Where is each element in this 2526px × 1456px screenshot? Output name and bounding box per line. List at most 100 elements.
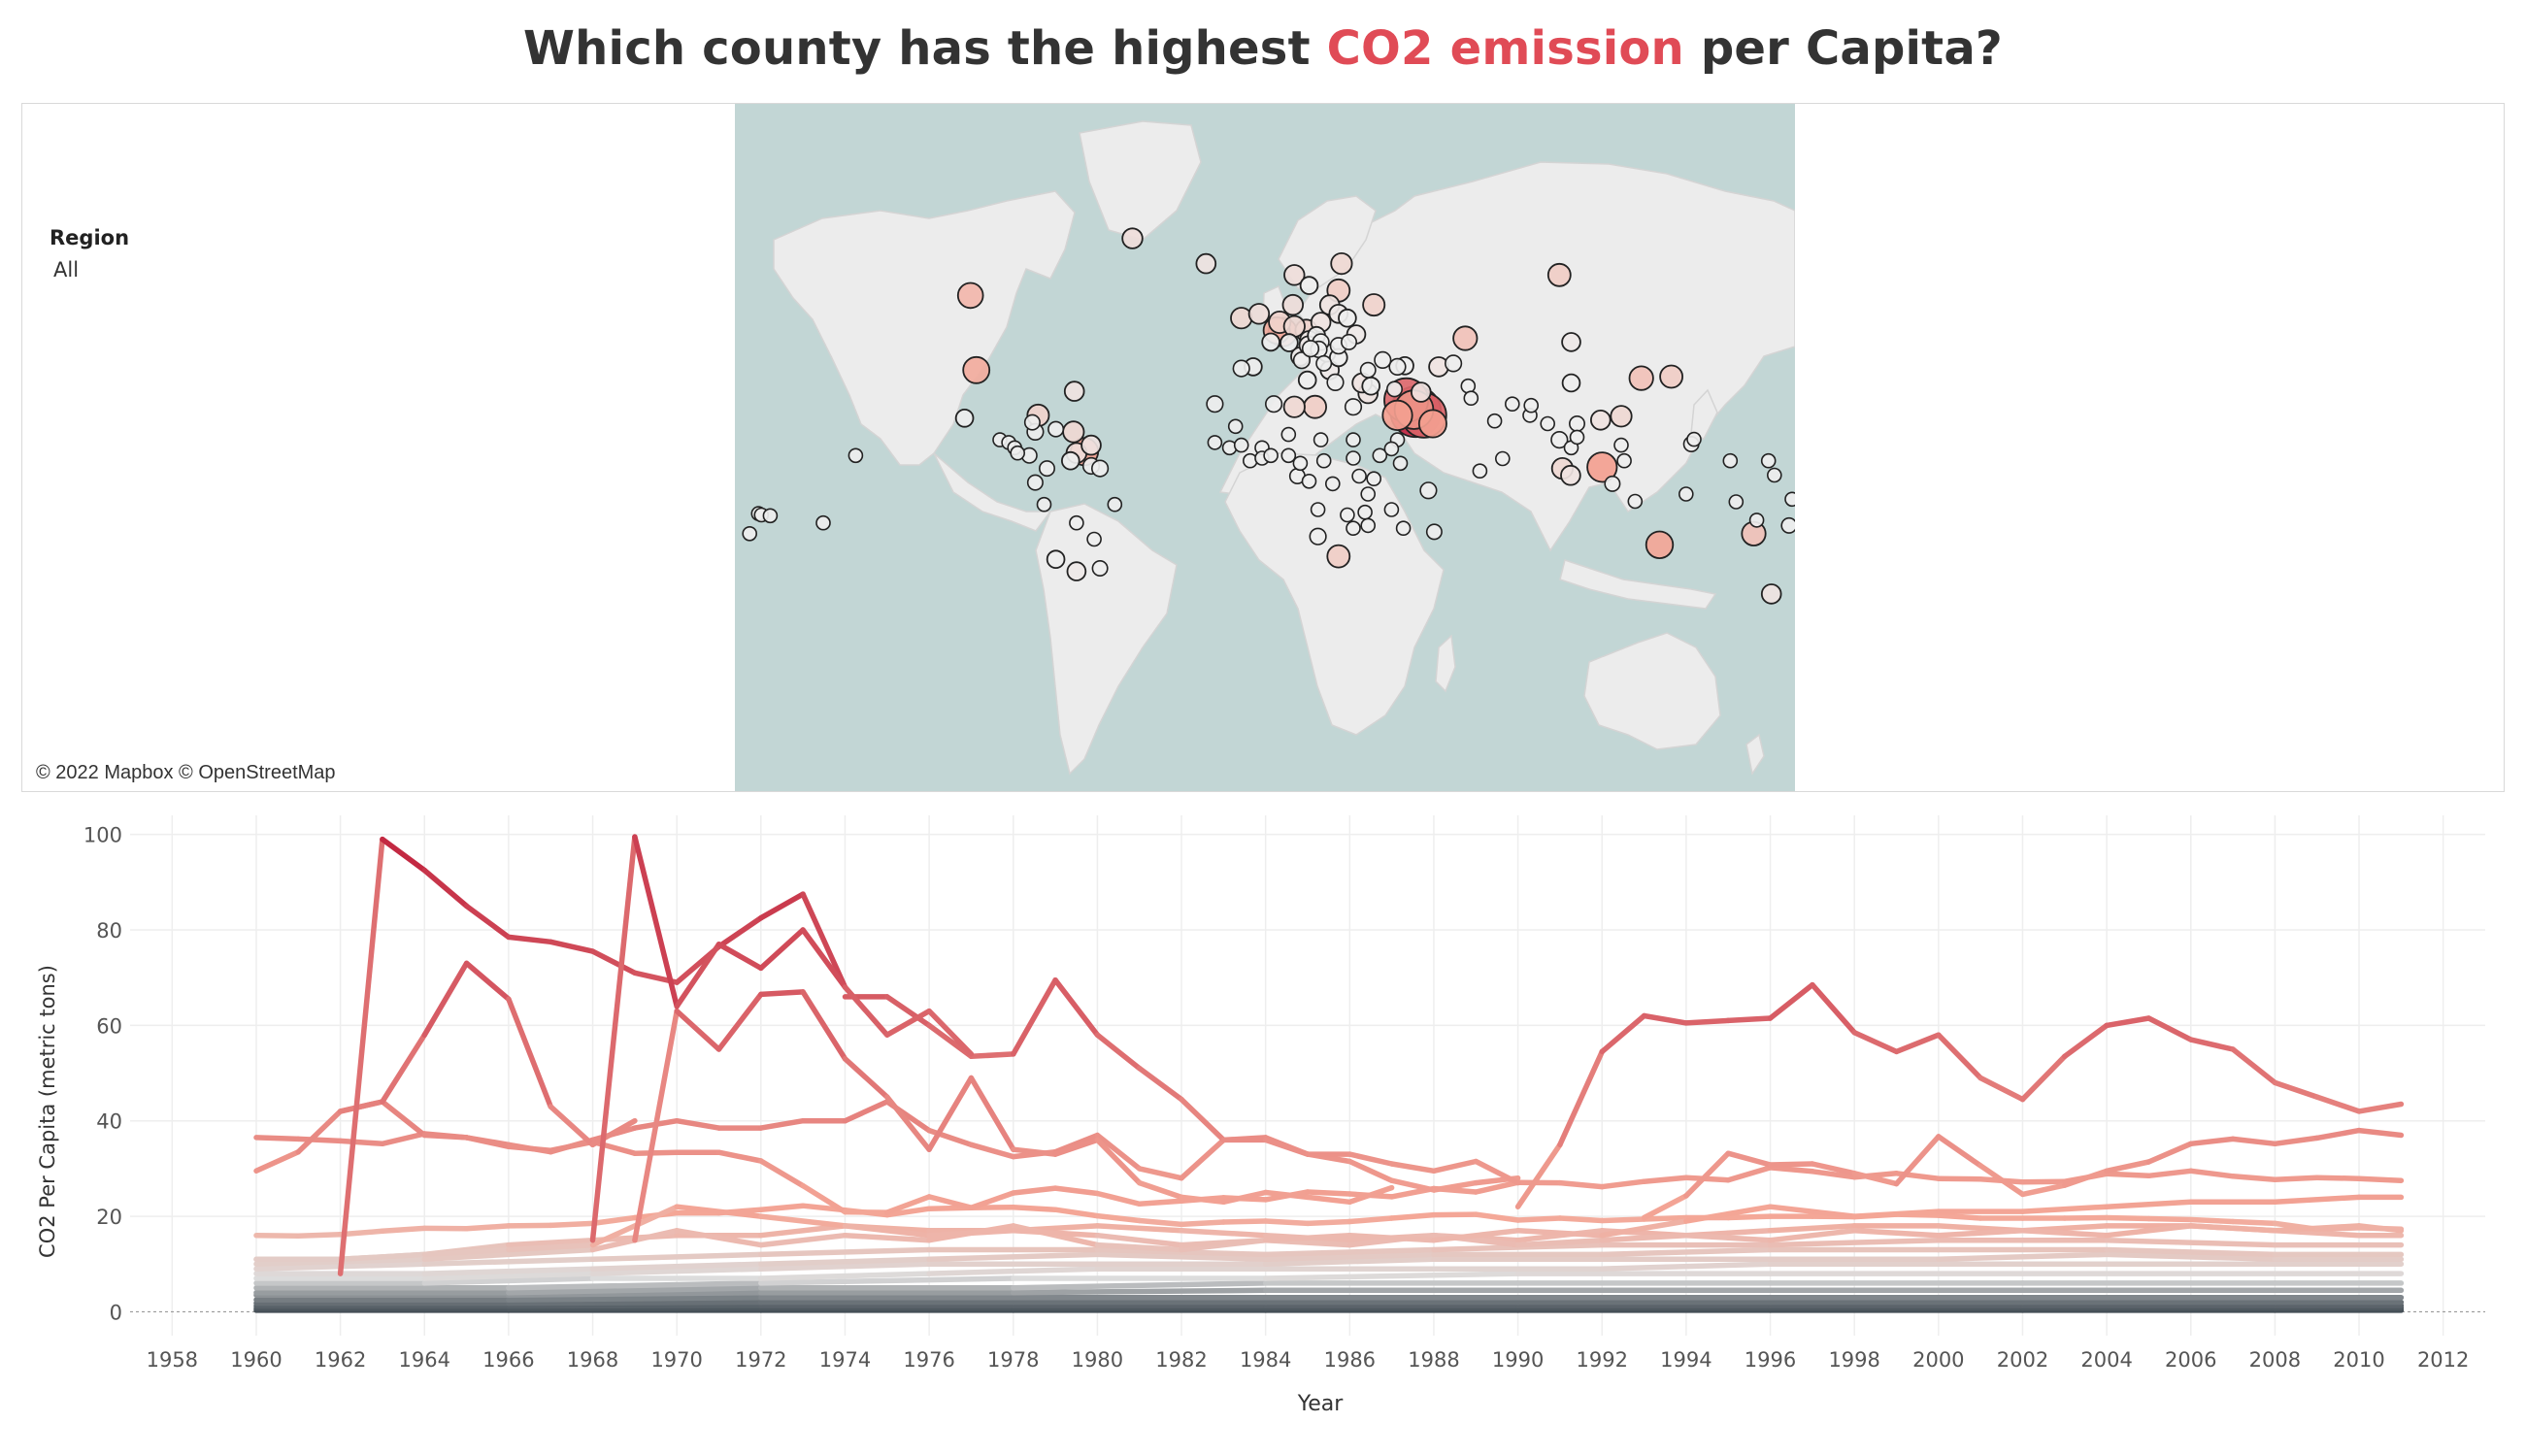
map-bubble[interactable] [1395,520,1412,537]
map-bubble[interactable] [1383,441,1400,457]
series-line[interactable] [253,1099,1521,1193]
map-bubble[interactable] [1346,432,1361,447]
map-bubble[interactable] [1452,325,1479,351]
map-bubble[interactable] [1628,365,1654,391]
map-bubble[interactable] [1324,476,1341,492]
map-bubble[interactable] [1613,437,1629,453]
map-bubble[interactable] [1340,333,1357,350]
map-bubble[interactable] [1561,332,1581,352]
series-line[interactable] [253,1246,2405,1276]
map-bubble[interactable] [1460,378,1477,394]
map-bubble[interactable] [1610,405,1633,428]
map-bubble[interactable] [1366,471,1382,487]
map-bubble[interactable] [1760,452,1777,469]
map-bubbles[interactable] [742,227,1795,605]
map-bubble[interactable] [1361,376,1380,396]
map-bubble[interactable] [1195,252,1217,275]
map-bubble[interactable] [1121,227,1144,249]
map-bubble[interactable] [1301,340,1320,358]
map-bubble[interactable] [1627,493,1644,510]
map-bubble[interactable] [1206,395,1224,414]
world-map[interactable] [735,104,1795,791]
series-line[interactable] [253,1303,2405,1309]
map-bubble[interactable] [1767,467,1782,483]
map-bubble[interactable] [1091,459,1110,478]
series-line[interactable] [253,1261,2405,1286]
map-bubble[interactable] [1523,397,1540,414]
map-bubble[interactable] [1062,420,1085,444]
series-line[interactable] [253,1299,2405,1307]
map-bubble[interactable] [1315,452,1332,469]
map-bubble[interactable] [1686,431,1702,447]
map-bubble[interactable] [1659,364,1683,389]
map-bubble[interactable] [1247,303,1271,325]
map-bubble[interactable] [1292,351,1312,370]
map-bubble[interactable] [1066,561,1087,581]
region-filter-value[interactable]: All [53,258,80,281]
map-bubble[interactable] [1346,520,1361,537]
series-line[interactable] [253,1294,2405,1303]
map-bubble[interactable] [1374,350,1392,369]
map-bubble[interactable] [1381,399,1413,431]
map-bubble[interactable] [1010,445,1026,461]
map-bubble[interactable] [1560,464,1581,486]
map-bubble[interactable] [1540,415,1556,432]
map-bubble[interactable] [1388,357,1407,377]
map-bubble[interactable] [1546,262,1572,287]
map-bubble[interactable] [954,408,975,428]
map-bubble[interactable] [1227,418,1244,435]
map-bubble[interactable] [1494,450,1511,467]
map-bubble[interactable] [1360,486,1377,502]
map-bubble[interactable] [1760,583,1782,605]
map-bubble[interactable] [1261,332,1280,352]
map-bubble[interactable] [1292,455,1309,472]
map-bubble[interactable] [815,514,831,531]
map-bubble[interactable] [1060,450,1080,471]
map-bubble[interactable] [1645,530,1675,560]
map-bubble[interactable] [742,525,757,542]
map-bubble[interactable] [1315,354,1333,372]
map-bubble[interactable] [1283,264,1306,286]
map-bubble[interactable] [1107,496,1123,513]
series-line[interactable] [1641,1127,2405,1221]
map-bubble[interactable] [1417,409,1447,439]
series-line[interactable] [632,989,1395,1243]
map-bubble[interactable] [1063,381,1085,402]
series-line[interactable] [253,1251,2405,1281]
series-line[interactable] [842,976,1521,1186]
map-bubble[interactable] [1326,373,1345,392]
map-bubble[interactable] [1784,491,1795,508]
series-line[interactable] [253,1287,2405,1298]
map-bubble[interactable] [1344,398,1363,416]
chart-series[interactable] [253,834,2405,1313]
map-bubble[interactable] [848,447,864,464]
map-bubble[interactable] [1504,396,1520,413]
series-line[interactable] [253,1280,2405,1296]
map-bubble[interactable] [1282,395,1306,418]
series-line[interactable] [589,834,975,1243]
map-bubble[interactable] [1561,373,1581,393]
map-bubble[interactable] [1586,451,1618,483]
map-bubble[interactable] [1310,502,1326,517]
map-bubble[interactable] [1046,549,1066,570]
map-bubble[interactable] [1604,475,1621,492]
map-bubble[interactable] [1338,308,1357,328]
series-line[interactable] [1514,981,2405,1209]
map-bubble[interactable] [1233,437,1249,453]
map-bubble[interactable] [1281,293,1305,316]
map-bubble[interactable] [1722,452,1739,469]
map-bubble[interactable] [1086,531,1102,547]
map-bubble[interactable] [1410,381,1432,403]
map-bubble[interactable] [1340,507,1355,523]
map-bubble[interactable] [1301,473,1317,489]
map-bubble[interactable] [1263,447,1279,464]
map-bubble[interactable] [1748,513,1765,528]
series-line[interactable] [337,960,638,1148]
series-line[interactable] [253,1237,2405,1272]
map-bubble[interactable] [1360,517,1377,534]
map-bubble[interactable] [1036,496,1052,513]
map-bubble[interactable] [762,508,779,524]
map-bubble[interactable] [1280,426,1297,443]
map-bubble[interactable] [1419,481,1438,500]
map-bubble[interactable] [1346,450,1361,466]
